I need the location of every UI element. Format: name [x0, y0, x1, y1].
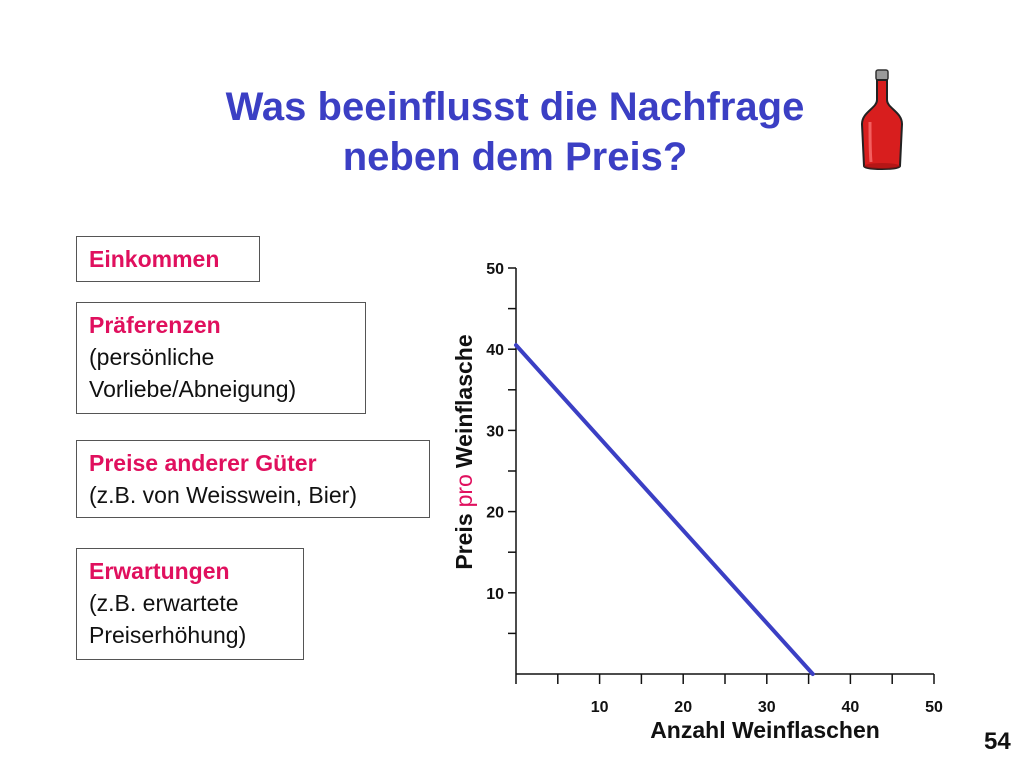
- factor-heading: Erwartungen: [89, 558, 230, 584]
- factor-heading: Präferenzen: [89, 312, 221, 338]
- y-axis-title-part3: Weinflasche: [451, 334, 477, 468]
- y-tick-label: 30: [486, 423, 504, 440]
- x-tick-label: 20: [674, 699, 692, 716]
- y-tick-label: 20: [486, 505, 504, 522]
- x-tick-label: 30: [758, 699, 776, 716]
- factor-box-erwartungen: Erwartungen (z.B. erwartete Preiserhöhun…: [76, 548, 304, 660]
- factor-detail: (z.B. von Weisswein, Bier): [89, 482, 357, 508]
- y-tick-label: 50: [486, 261, 504, 278]
- page-number: 54: [984, 728, 1011, 755]
- x-tick-label: 40: [842, 699, 860, 716]
- y-tick-label: 40: [486, 342, 504, 359]
- title-line-2: neben dem Preis?: [342, 135, 688, 179]
- factor-heading: Preise anderer Güter: [89, 450, 317, 476]
- factor-box-praeferenzen: Präferenzen (persönliche Vorliebe/Abneig…: [76, 302, 366, 414]
- chart-axes: [515, 268, 934, 675]
- factor-detail: (z.B. erwartete: [89, 590, 239, 616]
- x-tick-label: 50: [925, 699, 943, 716]
- x-tick-label: 10: [591, 699, 609, 716]
- factor-detail: Vorliebe/Abneigung): [89, 376, 297, 402]
- chart-ticks: 10 20 30 40 50 10 20 30 40 50: [486, 261, 943, 716]
- y-axis-title-part1: Preis: [451, 513, 477, 569]
- wine-bottle-icon: [860, 69, 904, 170]
- factor-detail: (persönliche: [89, 344, 215, 370]
- page-title: Was beeinflusst die Nachfrage neben dem …: [120, 82, 910, 182]
- demand-curve-line: [514, 343, 815, 676]
- factor-box-preise-anderer-gueter: Preise anderer Güter (z.B. von Weisswein…: [76, 440, 430, 518]
- factor-box-einkommen: Einkommen: [76, 236, 260, 282]
- chart-series: [514, 343, 815, 676]
- factor-heading: Einkommen: [89, 246, 220, 272]
- y-axis-title: Preis pro Weinflasche: [451, 334, 477, 569]
- y-tick-label: 10: [486, 586, 504, 603]
- y-axis-title-part2: pro: [451, 474, 477, 507]
- title-line-1: Was beeinflusst die Nachfrage: [225, 85, 805, 129]
- factor-detail: Preiserhöhung): [89, 622, 247, 648]
- x-axis-title: Anzahl Weinflaschen: [650, 717, 880, 743]
